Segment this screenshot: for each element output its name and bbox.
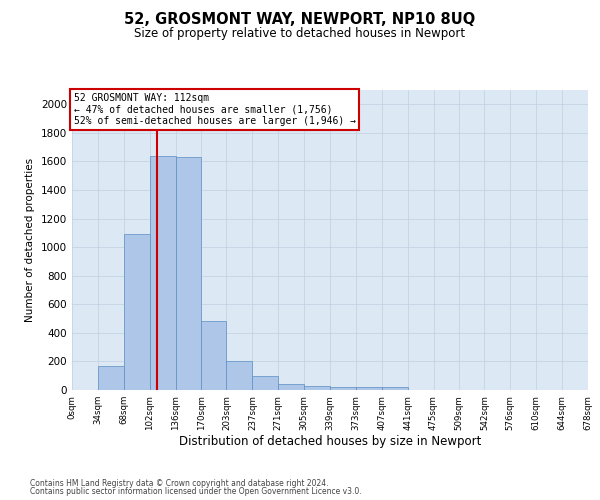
Text: 52, GROSMONT WAY, NEWPORT, NP10 8UQ: 52, GROSMONT WAY, NEWPORT, NP10 8UQ xyxy=(124,12,476,28)
Bar xyxy=(356,387,382,390)
Y-axis label: Number of detached properties: Number of detached properties xyxy=(25,158,35,322)
Bar xyxy=(176,157,202,390)
Bar xyxy=(330,387,356,390)
Bar xyxy=(304,386,330,390)
Bar xyxy=(202,322,226,390)
Text: Size of property relative to detached houses in Newport: Size of property relative to detached ho… xyxy=(134,28,466,40)
Bar xyxy=(226,362,253,390)
X-axis label: Distribution of detached houses by size in Newport: Distribution of detached houses by size … xyxy=(179,436,481,448)
Bar xyxy=(253,376,278,390)
Text: Contains HM Land Registry data © Crown copyright and database right 2024.: Contains HM Land Registry data © Crown c… xyxy=(30,478,329,488)
Bar xyxy=(124,234,149,390)
Bar xyxy=(149,156,176,390)
Bar xyxy=(278,384,304,390)
Bar xyxy=(98,366,124,390)
Text: Contains public sector information licensed under the Open Government Licence v3: Contains public sector information licen… xyxy=(30,487,362,496)
Bar xyxy=(382,387,407,390)
Text: 52 GROSMONT WAY: 112sqm
← 47% of detached houses are smaller (1,756)
52% of semi: 52 GROSMONT WAY: 112sqm ← 47% of detache… xyxy=(74,93,356,126)
